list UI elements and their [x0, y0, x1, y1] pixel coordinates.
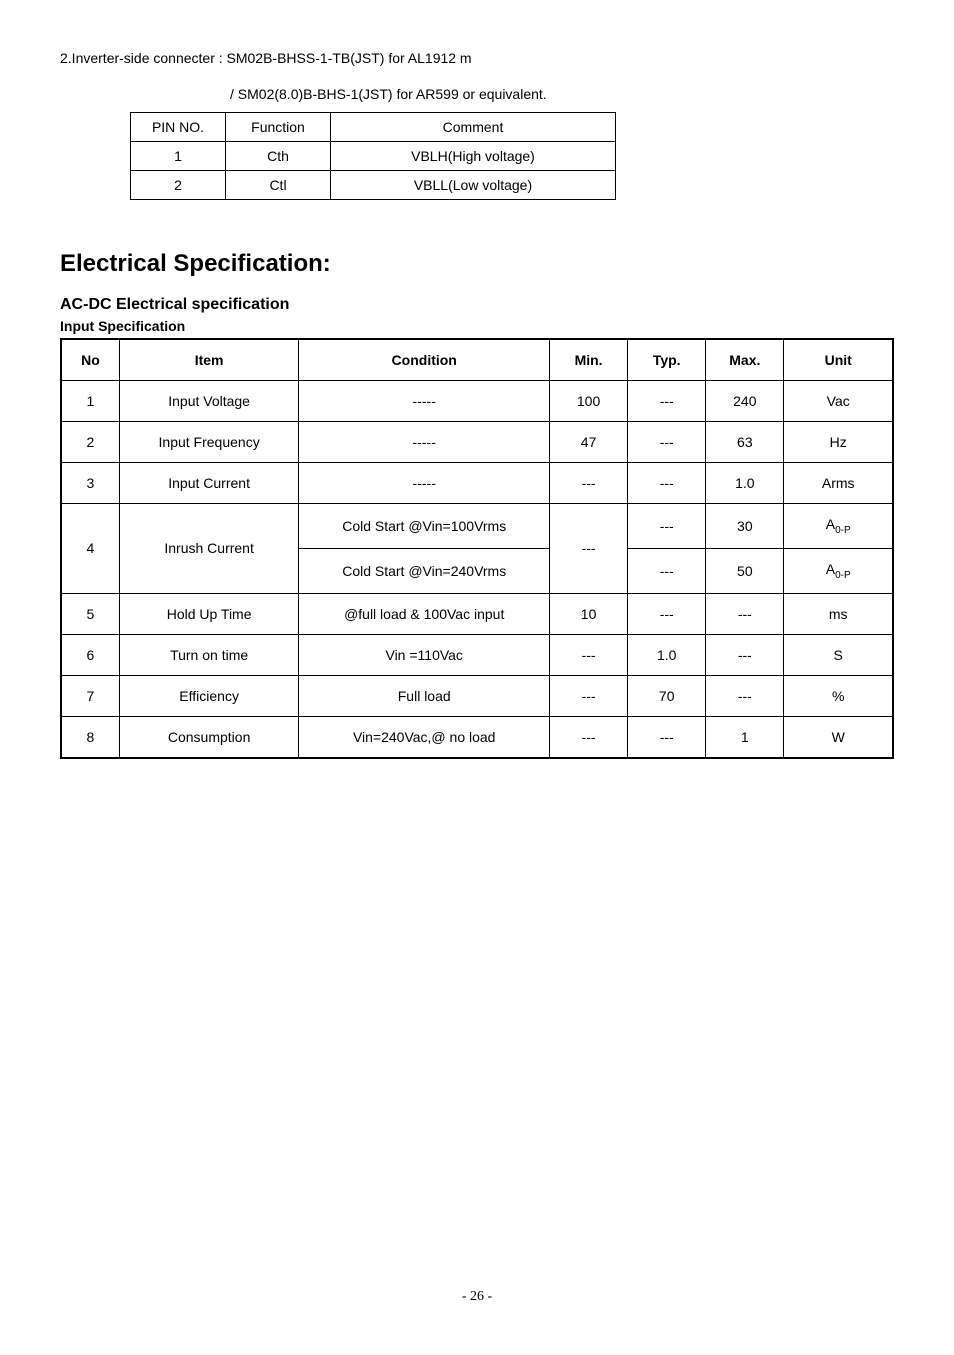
spec-header-unit: Unit — [784, 339, 893, 381]
unit-sub: 0-P — [835, 525, 851, 536]
spec-cell: --- — [550, 634, 628, 675]
spec-cell: --- — [550, 463, 628, 504]
spec-cell: 10 — [550, 593, 628, 634]
spec-cell: 1 — [61, 381, 119, 422]
spec-cell: Input Current — [119, 463, 299, 504]
pin-header-no: PIN NO. — [131, 113, 226, 142]
spec-cell: S — [784, 634, 893, 675]
spec-cell: % — [784, 675, 893, 716]
table-row: 2 Ctl VBLL(Low voltage) — [131, 171, 616, 200]
spec-cell: --- — [628, 593, 706, 634]
spec-cell: 2 — [61, 422, 119, 463]
spec-cell: 50 — [706, 548, 784, 593]
pin-cell: 2 — [131, 171, 226, 200]
spec-cell: 240 — [706, 381, 784, 422]
spec-cell: 3 — [61, 463, 119, 504]
spec-cell: Input Frequency — [119, 422, 299, 463]
spec-cell: Inrush Current — [119, 504, 299, 594]
spec-cell: A0-P — [784, 548, 893, 593]
pin-header-func: Function — [226, 113, 331, 142]
spec-cell: --- — [628, 548, 706, 593]
spec-cell: Cold Start @Vin=100Vrms — [299, 504, 550, 549]
spec-cell: 1.0 — [628, 634, 706, 675]
pin-table: PIN NO. Function Comment 1 Cth VBLH(High… — [130, 112, 616, 200]
spec-cell: 7 — [61, 675, 119, 716]
spec-cell: Cold Start @Vin=240Vrms — [299, 548, 550, 593]
spec-cell: Efficiency — [119, 675, 299, 716]
spec-cell: --- — [628, 716, 706, 758]
spec-cell: --- — [550, 504, 628, 594]
spec-cell: --- — [706, 634, 784, 675]
pin-cell: VBLH(High voltage) — [331, 142, 616, 171]
spec-cell: Vac — [784, 381, 893, 422]
spec-cell: ----- — [299, 381, 550, 422]
spec-cell: --- — [628, 381, 706, 422]
spec-header-min: Min. — [550, 339, 628, 381]
spec-cell: --- — [706, 593, 784, 634]
table-row: 1 Input Voltage ----- 100 --- 240 Vac — [61, 381, 893, 422]
spec-cell: --- — [628, 504, 706, 549]
table-row: 3 Input Current ----- --- --- 1.0 Arms — [61, 463, 893, 504]
spec-cell: --- — [550, 716, 628, 758]
spec-cell: 70 — [628, 675, 706, 716]
spec-header-max: Max. — [706, 339, 784, 381]
spec-cell: Vin =110Vac — [299, 634, 550, 675]
subsection-title: AC-DC Electrical specification — [60, 296, 894, 314]
table-row: 8 Consumption Vin=240Vac,@ no load --- -… — [61, 716, 893, 758]
spec-cell: 4 — [61, 504, 119, 594]
pin-cell: Cth — [226, 142, 331, 171]
spec-cell: Input Voltage — [119, 381, 299, 422]
spec-cell: 1.0 — [706, 463, 784, 504]
spec-cell: 5 — [61, 593, 119, 634]
spec-cell: --- — [706, 675, 784, 716]
pin-cell: VBLL(Low voltage) — [331, 171, 616, 200]
page-number: - 26 - — [60, 1289, 894, 1305]
spec-cell: 100 — [550, 381, 628, 422]
unit-sub: 0-P — [835, 570, 851, 581]
spec-cell: --- — [550, 675, 628, 716]
spec-cell: @full load & 100Vac input — [299, 593, 550, 634]
spec-cell: Hold Up Time — [119, 593, 299, 634]
table-row: 7 Efficiency Full load --- 70 --- % — [61, 675, 893, 716]
spec-cell: 8 — [61, 716, 119, 758]
spec-cell: 47 — [550, 422, 628, 463]
pin-cell: Ctl — [226, 171, 331, 200]
pin-cell: 1 — [131, 142, 226, 171]
spec-cell: A0-P — [784, 504, 893, 549]
spec-cell: ----- — [299, 422, 550, 463]
spec-header-no: No — [61, 339, 119, 381]
intro-line-2: / SM02(8.0)B-BHS-1(JST) for AR599 or equ… — [230, 86, 894, 102]
spec-table: No Item Condition Min. Typ. Max. Unit 1 … — [60, 338, 894, 759]
table-row: 1 Cth VBLH(High voltage) — [131, 142, 616, 171]
spec-cell: --- — [628, 463, 706, 504]
spec-header-item: Item — [119, 339, 299, 381]
spec-cell: 30 — [706, 504, 784, 549]
table-row: 6 Turn on time Vin =110Vac --- 1.0 --- S — [61, 634, 893, 675]
unit-text: A — [826, 561, 835, 577]
intro-line-1: 2.Inverter-side connecter : SM02B-BHSS-1… — [60, 50, 894, 66]
table-row: 2 Input Frequency ----- 47 --- 63 Hz — [61, 422, 893, 463]
spec-cell: 1 — [706, 716, 784, 758]
spec-cell: ----- — [299, 463, 550, 504]
spec-label: Input Specification — [60, 318, 894, 334]
spec-cell: Hz — [784, 422, 893, 463]
spec-header-cond: Condition — [299, 339, 550, 381]
spec-cell: Consumption — [119, 716, 299, 758]
spec-cell: Arms — [784, 463, 893, 504]
section-title: Electrical Specification: — [60, 250, 894, 278]
unit-text: A — [826, 516, 835, 532]
spec-cell: Turn on time — [119, 634, 299, 675]
spec-cell: Vin=240Vac,@ no load — [299, 716, 550, 758]
pin-header-comment: Comment — [331, 113, 616, 142]
spec-header-typ: Typ. — [628, 339, 706, 381]
spec-cell: ms — [784, 593, 893, 634]
spec-cell: 63 — [706, 422, 784, 463]
spec-cell: Full load — [299, 675, 550, 716]
spec-cell: 6 — [61, 634, 119, 675]
spec-cell: --- — [628, 422, 706, 463]
table-row: 4 Inrush Current Cold Start @Vin=100Vrms… — [61, 504, 893, 549]
table-row: 5 Hold Up Time @full load & 100Vac input… — [61, 593, 893, 634]
spec-cell: W — [784, 716, 893, 758]
